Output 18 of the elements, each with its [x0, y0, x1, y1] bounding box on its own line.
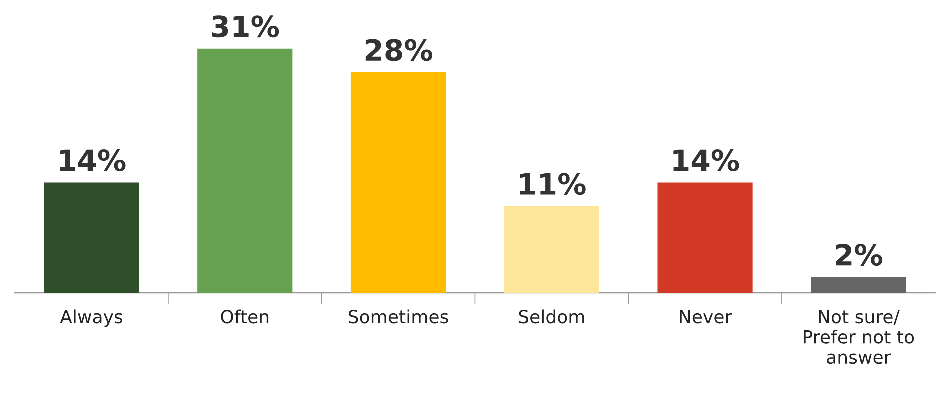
data-label: 28% [366, 39, 432, 62]
data-label: 14% [60, 150, 126, 172]
data-label: 31% [212, 16, 280, 38]
data-label: 11% [520, 173, 586, 196]
x-tick-label: Always [60, 310, 123, 328]
bar [658, 182, 753, 294]
x-tick-label: Not sure/ Prefer not to answer [804, 310, 914, 364]
bar [350, 72, 446, 294]
x-tick-label: Never [680, 310, 732, 324]
x-tick-label: Seldom [519, 310, 584, 324]
bar [504, 206, 600, 294]
bar [198, 48, 293, 294]
data-label: 14% [674, 150, 740, 172]
bar [44, 182, 140, 294]
x-tick-label: Sometimes [349, 310, 448, 324]
x-tick-label: Often [221, 310, 269, 324]
bar [811, 277, 906, 294]
data-label: 2% [836, 244, 882, 266]
